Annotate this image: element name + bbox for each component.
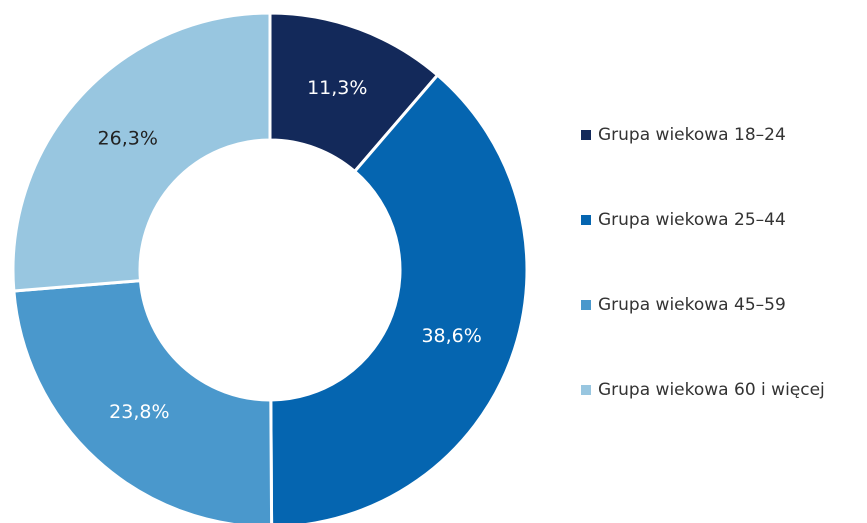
- legend-swatch: [581, 385, 591, 395]
- value-label: 26,3%: [98, 127, 158, 149]
- value-label: 23,8%: [109, 401, 169, 423]
- value-label: 11,3%: [307, 77, 367, 99]
- legend-swatch: [581, 300, 591, 310]
- legend-label: Grupa wiekowa 45–59: [598, 295, 786, 315]
- legend-label: Grupa wiekowa 25–44: [598, 210, 786, 230]
- value-label: 38,6%: [421, 325, 481, 347]
- legend-label: Grupa wiekowa 18–24: [598, 125, 786, 145]
- legend-label: Grupa wiekowa 60 i więcej: [598, 380, 825, 400]
- legend-swatch: [581, 215, 591, 225]
- donut-segment: [12, 278, 274, 523]
- donut-segment: [269, 72, 529, 523]
- legend-swatch: [581, 130, 591, 140]
- donut-segment: [11, 11, 272, 293]
